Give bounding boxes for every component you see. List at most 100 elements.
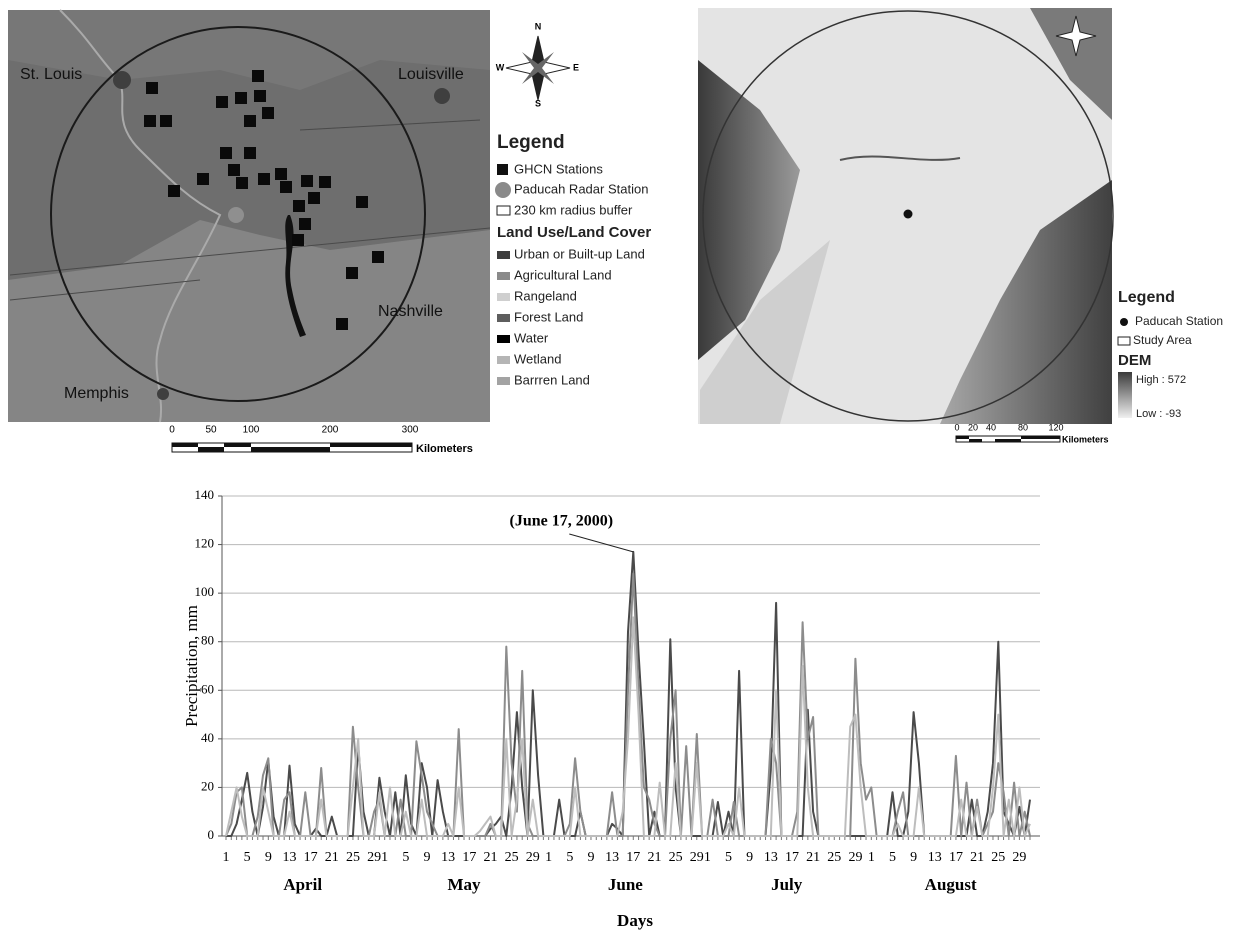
x-tick-label: 9 <box>265 850 272 865</box>
scale-label: 300 <box>402 425 419 436</box>
x-tick-label: 29 <box>1012 850 1026 865</box>
month-label: July <box>771 875 803 894</box>
station-marker <box>244 115 256 127</box>
legend-swatch <box>496 205 511 216</box>
y-tick-label: 60 <box>201 681 214 696</box>
legend-subtitle: Land Use/Land Cover <box>497 224 651 241</box>
x-tick-label: 9 <box>587 850 594 865</box>
legend-label: Urban or Built-up Land <box>514 246 645 261</box>
x-tick-label: 21 <box>483 850 497 865</box>
station-marker <box>228 164 240 176</box>
y-tick-label: 100 <box>195 584 215 599</box>
scale-segment <box>198 447 224 452</box>
x-tick-label: 1 <box>223 850 230 865</box>
legend-swatch <box>497 314 510 322</box>
legend-label: 230 km radius buffer <box>514 202 633 217</box>
elevation-region <box>940 180 1112 424</box>
scale-segment <box>969 439 982 442</box>
y-tick-label: 20 <box>201 778 214 793</box>
compass-star <box>522 52 554 84</box>
precipitation-chart: Days Precipitation, mm 0 20 40 60 80 100 120 14… <box>182 487 1040 930</box>
x-tick-label: 1 <box>381 850 388 865</box>
legend-label: Barrren Land <box>514 372 590 387</box>
scale-segment <box>172 443 198 447</box>
legend-label: Water <box>514 330 549 345</box>
x-tick-label: 21 <box>325 850 339 865</box>
scale-segment <box>330 443 412 447</box>
month-label: June <box>608 875 643 894</box>
x-tick-label: 25 <box>669 850 683 865</box>
legend-label: Study Area <box>1133 333 1192 347</box>
station-marker <box>160 115 172 127</box>
station-marker <box>254 90 266 102</box>
elevation-region <box>698 60 800 360</box>
x-tick-label: 25 <box>505 850 519 865</box>
y-axis-title: Precipitation, mm <box>182 605 201 727</box>
scale-bar: 0 50 100 200 300 Kilometers <box>169 425 473 455</box>
legend-swatch <box>1120 318 1128 326</box>
legend-swatch <box>497 251 510 259</box>
station-marker <box>258 173 270 185</box>
map-region <box>8 10 490 90</box>
y-tick-label: 120 <box>195 536 215 551</box>
compass-letter: N <box>535 21 542 31</box>
compass-star <box>532 68 544 100</box>
x-tick-label: 17 <box>626 850 640 865</box>
legend-swatch <box>1117 336 1131 346</box>
annotation-leader <box>569 533 634 553</box>
river <box>839 155 961 161</box>
x-tick-label: 5 <box>725 850 732 865</box>
city-area <box>157 388 169 400</box>
x-tick-label: 25 <box>346 850 360 865</box>
radar-station <box>228 207 244 223</box>
x-tick-label: 1 <box>868 850 875 865</box>
legend-swatch <box>497 335 510 343</box>
station-marker <box>346 267 358 279</box>
elevation-region <box>700 240 830 424</box>
city-area <box>434 88 450 104</box>
x-tick-label: 21 <box>647 850 661 865</box>
station-marker <box>244 147 256 159</box>
scale-unit: Kilometers <box>416 443 473 455</box>
scale-label: 80 <box>1018 422 1028 432</box>
y-tick-label: 40 <box>201 730 214 745</box>
station-marker <box>301 175 313 187</box>
x-tick-label: 25 <box>827 850 841 865</box>
water-body <box>285 215 306 337</box>
station-marker <box>236 177 248 189</box>
compass-letter: S <box>535 98 541 108</box>
station-group <box>144 70 384 330</box>
station-marker <box>293 200 305 212</box>
station-marker <box>299 218 311 230</box>
station-marker <box>319 176 331 188</box>
x-tick-label: 29 <box>367 850 381 865</box>
legend-title: Legend <box>497 132 565 153</box>
city-label: Memphis <box>64 385 129 402</box>
y-tick-label: 0 <box>208 827 215 842</box>
station-marker <box>235 92 247 104</box>
legend-label: Paducah Radar Station <box>514 181 648 196</box>
scale-segment <box>224 443 251 447</box>
legend-swatch <box>497 272 510 280</box>
study-area <box>702 10 1114 422</box>
city-label: St. Louis <box>20 66 82 83</box>
x-tick-label: 21 <box>806 850 820 865</box>
x-tick-label: 17 <box>304 850 318 865</box>
legend-ramp <box>1118 372 1132 418</box>
station-marker <box>292 234 304 246</box>
compass-letter: W <box>496 62 505 72</box>
legend-label: Wetland <box>514 351 561 366</box>
radius-buffer <box>50 26 426 402</box>
x-tick-label: 13 <box>928 850 942 865</box>
legend-swatch <box>497 356 510 364</box>
compass-star <box>1055 15 1097 57</box>
scale-label: 0 <box>169 425 175 436</box>
x-tick-label: 13 <box>282 850 296 865</box>
month-label: April <box>283 875 322 894</box>
legend-swatch <box>497 293 510 301</box>
station-marker <box>262 107 274 119</box>
scale-label: 200 <box>322 425 339 436</box>
station-marker <box>252 70 264 82</box>
map-region <box>8 220 490 422</box>
